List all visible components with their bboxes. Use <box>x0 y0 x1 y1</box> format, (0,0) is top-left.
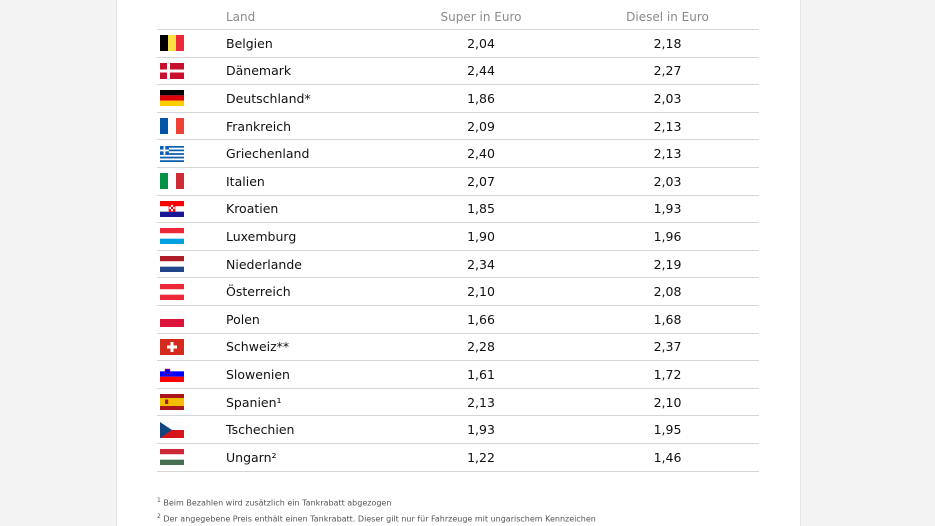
table-row: Dänemark 2,44 2,27 <box>157 57 759 86</box>
country-name: Kroatien <box>226 195 386 224</box>
flag-column-header <box>157 5 226 30</box>
super-price: 1,93 <box>386 415 576 444</box>
super-price: 1,22 <box>386 443 576 472</box>
country-name: Luxemburg <box>226 222 386 251</box>
diesel-price: 2,03 <box>576 167 759 196</box>
country-name: Dänemark <box>226 57 386 86</box>
super-price: 2,13 <box>386 388 576 417</box>
diesel-price: 2,19 <box>576 250 759 279</box>
diesel-price: 1,96 <box>576 222 759 251</box>
table-row: Niederlande 2,34 2,19 <box>157 250 759 279</box>
croatia-flag-icon <box>160 200 184 217</box>
diesel-price: 2,37 <box>576 333 759 362</box>
country-name: Polen <box>226 305 386 334</box>
greece-flag-icon <box>160 145 184 162</box>
switzerland-flag-icon <box>160 338 184 355</box>
country-name: Österreich <box>226 277 386 306</box>
country-name: Griechenland <box>226 139 386 168</box>
super-price: 2,04 <box>386 29 576 58</box>
table-header-row: Land Super in Euro Diesel in Euro <box>157 5 759 30</box>
diesel-price: 1,93 <box>576 195 759 224</box>
table-row: Belgien 2,04 2,18 <box>157 29 759 58</box>
italy-flag-icon <box>160 173 184 190</box>
table-row: Deutschland* 1,86 2,03 <box>157 84 759 113</box>
super-price: 2,10 <box>386 277 576 306</box>
footnote-1: 1 Beim Bezahlen wird zusätzlich ein Tank… <box>157 497 392 508</box>
super-price: 2,28 <box>386 333 576 362</box>
diesel-price: 1,46 <box>576 443 759 472</box>
super-price: 2,34 <box>386 250 576 279</box>
country-name: Schweiz** <box>226 333 386 362</box>
hungary-flag-icon <box>160 449 184 466</box>
super-price: 1,66 <box>386 305 576 334</box>
super-price: 1,61 <box>386 360 576 389</box>
super-price: 1,90 <box>386 222 576 251</box>
table-row: Slowenien 1,61 1,72 <box>157 360 759 389</box>
super-price: 1,85 <box>386 195 576 224</box>
table-row: Schweiz** 2,28 2,37 <box>157 333 759 362</box>
country-name: Slowenien <box>226 360 386 389</box>
country-name: Niederlande <box>226 250 386 279</box>
czechia-flag-icon <box>160 421 184 438</box>
belgium-flag-icon <box>160 35 184 52</box>
slovenia-flag-icon <box>160 366 184 383</box>
diesel-price: 2,10 <box>576 388 759 417</box>
country-name: Italien <box>226 167 386 196</box>
table-row: Italien 2,07 2,03 <box>157 167 759 196</box>
luxembourg-flag-icon <box>160 228 184 245</box>
column-header-land: Land <box>226 5 386 30</box>
diesel-price: 2,18 <box>576 29 759 58</box>
price-table-card: Land Super in Euro Diesel in Euro Belgie… <box>116 0 801 526</box>
denmark-flag-icon <box>160 62 184 79</box>
table-row: Spanien¹ 2,13 2,10 <box>157 388 759 417</box>
column-header-super: Super in Euro <box>386 5 576 30</box>
diesel-price: 2,08 <box>576 277 759 306</box>
netherlands-flag-icon <box>160 256 184 273</box>
table-row: Österreich 2,10 2,08 <box>157 277 759 306</box>
poland-flag-icon <box>160 311 184 328</box>
super-price: 2,40 <box>386 139 576 168</box>
diesel-price: 2,03 <box>576 84 759 113</box>
column-header-diesel: Diesel in Euro <box>576 5 759 30</box>
super-price: 1,86 <box>386 84 576 113</box>
super-price: 2,07 <box>386 167 576 196</box>
spain-flag-icon <box>160 394 184 411</box>
table-row: Griechenland 2,40 2,13 <box>157 139 759 168</box>
country-name: Ungarn² <box>226 443 386 472</box>
france-flag-icon <box>160 118 184 135</box>
country-name: Spanien¹ <box>226 388 386 417</box>
diesel-price: 2,13 <box>576 139 759 168</box>
austria-flag-icon <box>160 283 184 300</box>
country-name: Tschechien <box>226 415 386 444</box>
footnotes: 1 Beim Bezahlen wird zusätzlich ein Tank… <box>157 494 596 525</box>
super-price: 2,44 <box>386 57 576 86</box>
super-price: 2,09 <box>386 112 576 141</box>
table-row: Frankreich 2,09 2,13 <box>157 112 759 141</box>
diesel-price: 1,72 <box>576 360 759 389</box>
diesel-price: 1,95 <box>576 415 759 444</box>
table-row: Polen 1,66 1,68 <box>157 305 759 334</box>
country-name: Deutschland* <box>226 84 386 113</box>
table-row: Ungarn² 1,22 1,46 <box>157 443 759 472</box>
table-row: Kroatien 1,85 1,93 <box>157 195 759 224</box>
diesel-price: 2,27 <box>576 57 759 86</box>
table-row: Tschechien 1,93 1,95 <box>157 415 759 444</box>
diesel-price: 2,13 <box>576 112 759 141</box>
fuel-price-table: Land Super in Euro Diesel in Euro Belgie… <box>157 5 759 472</box>
country-name: Frankreich <box>226 112 386 141</box>
diesel-price: 1,68 <box>576 305 759 334</box>
table-row: Luxemburg 1,90 1,96 <box>157 222 759 251</box>
country-name: Belgien <box>226 29 386 58</box>
germany-flag-icon <box>160 90 184 107</box>
footnote-2: 2 Der angegebene Preis enthält einen Tan… <box>157 512 596 524</box>
